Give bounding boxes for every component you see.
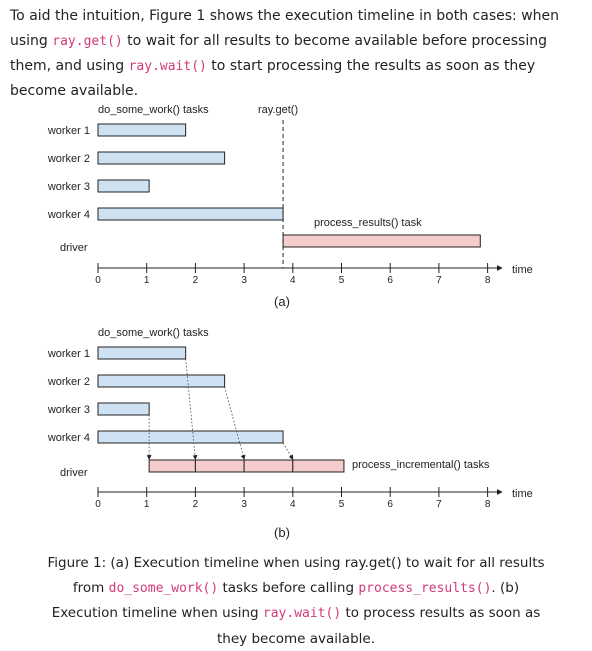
panel-a-tick-label-5: 5 <box>339 275 345 286</box>
panel-a-worker-bar-1 <box>97 123 187 137</box>
panel-a-worker-label-1: worker 1 <box>47 125 90 137</box>
panel-a-tick-label-1: 1 <box>144 275 150 286</box>
panel-a-driver-bar-1 <box>282 234 481 248</box>
panel-a-tick-label-0: 0 <box>95 275 101 286</box>
panel-b-tick-label-3: 3 <box>241 499 247 510</box>
panel-b-worker-bar-2 <box>97 374 226 388</box>
panel-a-tick-label-7: 7 <box>436 275 442 286</box>
intro-paragraph: To aid the intuition, Figure 1 shows the… <box>10 4 584 104</box>
panel-b-worker-label-4: worker 4 <box>47 432 90 444</box>
panel-a-tick-label-8: 8 <box>485 275 491 286</box>
code-ray-get: ray.get() <box>52 34 123 49</box>
caption-code-ray-wait: ray.wait() <box>262 606 342 621</box>
panel-b-tick-label-1: 1 <box>144 499 150 510</box>
panel-a-tick-label-3: 3 <box>241 275 247 286</box>
panel-b-driver-bar-1 <box>148 459 196 473</box>
intro-text-3: to start processing the results as soon … <box>10 58 536 99</box>
panel-b-worker-bar-1 <box>97 346 187 360</box>
panel-a-worker-label-4: worker 4 <box>47 209 90 221</box>
panel-b-tick-label-4: 4 <box>290 499 296 510</box>
chart-marks: worker 1 worker 2 worker 3 worker 4 0 1 2 3 4 5 6 7… <box>47 120 503 510</box>
panel-b-tick-label-7: 7 <box>436 499 442 510</box>
caption-text-3: . (b) Execution timeline when using <box>51 579 520 622</box>
panel-b-sublabel: (b) <box>274 525 290 540</box>
panel-b-trigger-arrow-2 <box>185 358 198 460</box>
panel-b-worker-label-1: worker 1 <box>47 348 90 360</box>
panel-a-worker-label-2: worker 2 <box>47 153 90 165</box>
panel-b-process-label: process_incremental() tasks <box>352 459 490 471</box>
panel-b-trigger-arrow-3 <box>224 386 246 460</box>
panel-a-worker-label-3: worker 3 <box>47 181 90 193</box>
panel-a-tick-label-6: 6 <box>387 275 393 286</box>
panel-a-rayget-label: ray.get() <box>258 104 298 116</box>
panel-b-time-label: time <box>512 488 533 500</box>
panel-b-tick-label-6: 6 <box>387 499 393 510</box>
panel-b-driver-bar-3 <box>243 459 294 473</box>
caption-text-1: Figure 1: (a) Execution timeline when us… <box>47 555 545 596</box>
panel-b-worker-label-2: worker 2 <box>47 376 90 388</box>
panel-b-tick-label-8: 8 <box>485 499 491 510</box>
panel-a-tick-label-2: 2 <box>193 275 199 286</box>
panel-b-driver-bar-4 <box>292 459 345 473</box>
panel-a-process-label: process_results() task <box>314 217 422 229</box>
caption-code-do-some-work: do_some_work() <box>108 580 219 596</box>
intro-text-1: To aid the intuition, Figure 1 shows the… <box>10 8 560 49</box>
panel-a-driver-label: driver <box>60 242 88 254</box>
panel-a-worker-bar-2 <box>97 151 226 165</box>
caption-text-2: tasks before calling <box>218 579 359 596</box>
code-ray-wait: ray.wait() <box>128 59 207 74</box>
panel-a-worker-bar-4 <box>97 207 284 221</box>
panel-b-tick-label-2: 2 <box>193 499 199 510</box>
panel-a-sublabel: (a) <box>274 294 290 309</box>
panel-b-worker-label-3: worker 3 <box>47 404 90 416</box>
figure-caption: Figure 1: (a) Execution timeline when us… <box>40 551 552 651</box>
panel-b-driver-label: driver <box>60 467 88 479</box>
panel-a-tick-label-4: 4 <box>290 275 296 286</box>
caption-code-process-results: process_results() <box>358 580 492 596</box>
intro-text-2: to wait for all results to become availa… <box>10 33 547 74</box>
caption-text-4: to process results as soon as they becom… <box>217 605 541 647</box>
panel-a-tasks-label: do_some_work() tasks <box>98 104 209 116</box>
panel-b-tasks-label: do_some_work() tasks <box>98 327 209 339</box>
panel-b-trigger-arrow-4 <box>282 442 294 460</box>
panel-b-worker-bar-4 <box>97 430 284 444</box>
panel-b-tick-label-5: 5 <box>339 499 345 510</box>
panel-b-tick-label-0: 0 <box>95 499 101 510</box>
panel-a-worker-bar-3 <box>97 179 150 193</box>
panel-a-time-label: time <box>512 264 533 276</box>
panel-b-worker-bar-3 <box>97 402 150 416</box>
panel-b-driver-bar-2 <box>194 459 245 473</box>
